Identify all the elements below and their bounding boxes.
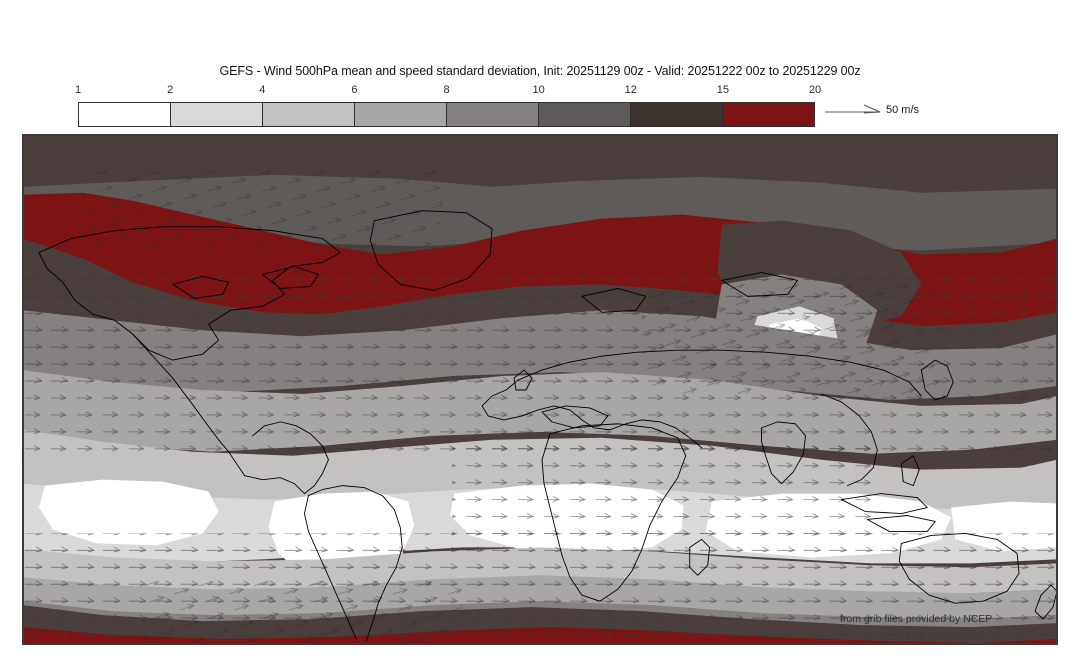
map-svg (23, 135, 1057, 644)
copyright-credit: ©2025 sb@irizone.net (880, 631, 985, 643)
colorbar-segment-2 (171, 103, 263, 126)
colorbar-tick-20: 20 (808, 84, 822, 96)
wind-vector-overlay (23, 170, 1057, 644)
colorbar-tick-6: 6 (351, 84, 358, 96)
colorbar: 1 2 4 6 8 10 12 15 20 (74, 84, 821, 128)
colorbar-segment-3 (263, 103, 355, 126)
colorbar-tick-1: 1 (74, 84, 82, 96)
colorbar-segment-7 (631, 103, 723, 126)
colorbar-tick-15: 15 (716, 84, 729, 96)
page-title: GEFS - Wind 500hPa mean and speed standa… (219, 64, 861, 78)
region-epacific-min (38, 479, 219, 546)
colorbar-tick-8: 8 (443, 84, 450, 96)
colorbar-segment-1 (79, 103, 171, 126)
colorbar-segment-4 (355, 103, 447, 126)
reference-vector-label: 50 m/s (886, 104, 920, 116)
colorbar-tick-12: 12 (624, 84, 637, 96)
colorbar-gradient (78, 102, 815, 127)
wind-arrow-icon (825, 104, 881, 114)
colorbar-segment-8 (723, 103, 814, 126)
colorbar-tick-2: 2 (167, 84, 174, 96)
map-canvas[interactable] (22, 134, 1058, 645)
colorbar-tick-10: 10 (532, 84, 545, 96)
colorbar-segment-6 (539, 103, 631, 126)
reference-vector-legend: 50 m/s (824, 101, 919, 123)
colorbar-tick-labels: 1 2 4 6 8 10 12 15 20 (74, 84, 821, 100)
data-source-credit: from grib files provided by NCEP (840, 613, 993, 625)
coastlines (38, 210, 1057, 642)
colorbar-tick-4: 4 (259, 84, 266, 96)
colorbar-segment-5 (447, 103, 539, 126)
